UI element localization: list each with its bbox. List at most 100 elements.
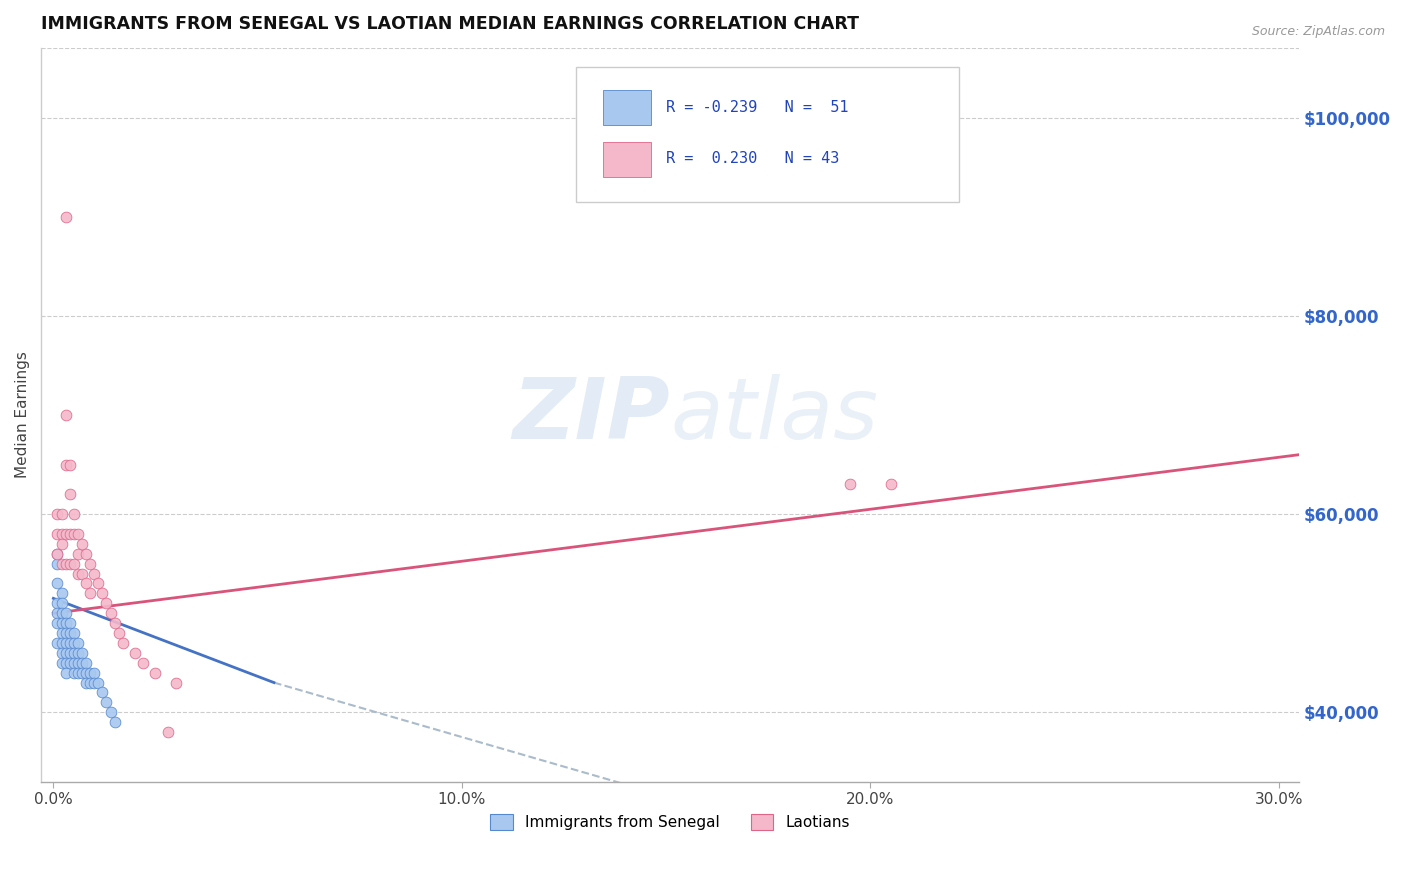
FancyBboxPatch shape <box>576 67 959 202</box>
Point <box>75 665 97 680</box>
Point <box>83 566 105 581</box>
Point <box>55 665 77 680</box>
Point <box>91 586 114 600</box>
Point <box>51 616 73 631</box>
Text: R = -0.239   N =  51: R = -0.239 N = 51 <box>666 100 849 115</box>
Point <box>46 616 69 631</box>
Point <box>83 665 105 680</box>
Point <box>79 557 101 571</box>
Point <box>51 527 73 541</box>
Point <box>879 477 901 491</box>
Point <box>51 626 73 640</box>
Point <box>62 665 84 680</box>
Point <box>51 507 73 521</box>
Point <box>59 616 82 631</box>
Point <box>51 586 73 600</box>
Text: ZIP: ZIP <box>513 374 671 457</box>
Point <box>66 547 89 561</box>
Point <box>51 646 73 660</box>
Point <box>55 527 77 541</box>
Point <box>51 557 73 571</box>
Point <box>75 576 97 591</box>
Point <box>62 527 84 541</box>
Point <box>79 675 101 690</box>
Point <box>55 606 77 620</box>
Point <box>100 606 122 620</box>
Point <box>46 547 69 561</box>
Text: IMMIGRANTS FROM SENEGAL VS LAOTIAN MEDIAN EARNINGS CORRELATION CHART: IMMIGRANTS FROM SENEGAL VS LAOTIAN MEDIA… <box>41 15 859 33</box>
Point <box>70 656 93 670</box>
Point <box>104 616 127 631</box>
Point <box>79 665 101 680</box>
Point <box>70 646 93 660</box>
Point <box>83 675 105 690</box>
Point <box>46 547 69 561</box>
Point <box>66 636 89 650</box>
Point <box>62 557 84 571</box>
Point <box>156 725 179 739</box>
Point <box>70 537 93 551</box>
Point <box>51 636 73 650</box>
Point <box>51 656 73 670</box>
Point <box>59 626 82 640</box>
Point <box>46 557 69 571</box>
Point <box>59 487 82 501</box>
Point <box>87 576 110 591</box>
Point <box>55 210 77 224</box>
Point <box>70 566 93 581</box>
Point <box>51 596 73 610</box>
Point <box>46 527 69 541</box>
Point <box>59 458 82 472</box>
Point <box>55 458 77 472</box>
Point <box>66 665 89 680</box>
Point <box>62 507 84 521</box>
Point <box>838 477 860 491</box>
Point <box>100 706 122 720</box>
Point <box>66 527 89 541</box>
Point <box>75 547 97 561</box>
Point <box>70 665 93 680</box>
Point <box>165 675 187 690</box>
Point <box>55 557 77 571</box>
Point <box>59 636 82 650</box>
Point <box>55 408 77 422</box>
Point <box>66 656 89 670</box>
Point <box>132 656 155 670</box>
Point <box>79 586 101 600</box>
Point <box>55 616 77 631</box>
Legend: Immigrants from Senegal, Laotians: Immigrants from Senegal, Laotians <box>484 808 856 837</box>
Point <box>55 626 77 640</box>
Point <box>55 646 77 660</box>
Point <box>46 606 69 620</box>
Point <box>124 646 146 660</box>
FancyBboxPatch shape <box>603 90 651 126</box>
Point <box>104 715 127 730</box>
Point <box>62 626 84 640</box>
Point <box>111 636 134 650</box>
Y-axis label: Median Earnings: Median Earnings <box>15 351 30 478</box>
Text: Source: ZipAtlas.com: Source: ZipAtlas.com <box>1251 25 1385 38</box>
Point <box>55 636 77 650</box>
FancyBboxPatch shape <box>603 142 651 177</box>
Point <box>59 527 82 541</box>
Point <box>91 685 114 699</box>
Point <box>145 665 167 680</box>
Point <box>59 646 82 660</box>
Point <box>75 675 97 690</box>
Point <box>51 606 73 620</box>
Text: R =  0.230   N = 43: R = 0.230 N = 43 <box>666 151 839 166</box>
Point <box>55 656 77 670</box>
Point <box>96 596 118 610</box>
Point <box>75 656 97 670</box>
Point <box>107 626 129 640</box>
Point <box>46 507 69 521</box>
Point <box>51 537 73 551</box>
Point <box>46 576 69 591</box>
Point <box>59 557 82 571</box>
Point <box>46 636 69 650</box>
Point <box>96 695 118 709</box>
Point <box>62 656 84 670</box>
Point <box>59 656 82 670</box>
Point <box>46 596 69 610</box>
Text: atlas: atlas <box>671 374 879 457</box>
